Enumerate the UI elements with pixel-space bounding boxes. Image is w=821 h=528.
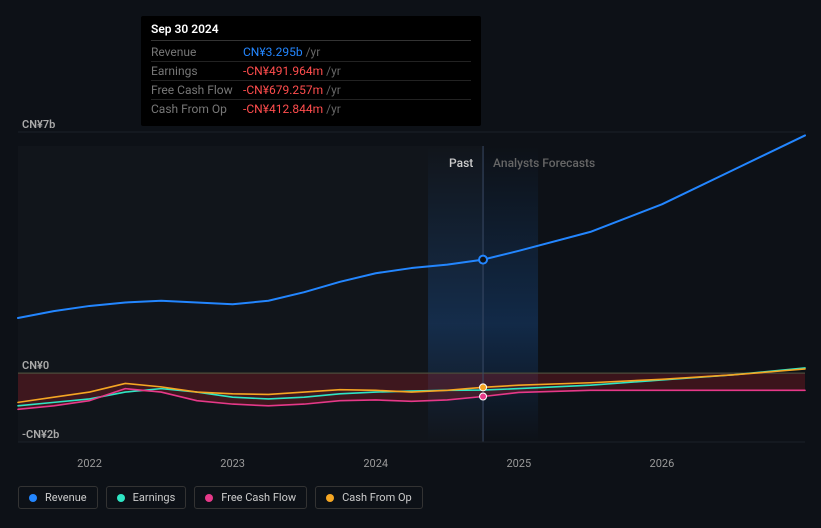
series-marker-free-cash-flow	[480, 393, 487, 400]
legend-item-label: Cash From Op	[342, 491, 412, 504]
y-tick-label: CN¥7b	[22, 118, 55, 131]
tooltip-row-value: -CN¥491.964m	[243, 64, 323, 78]
y-tick-label: -CN¥2b	[22, 428, 59, 441]
financial-chart: CN¥7b CN¥0 -CN¥2b 2022 2023 2024 2025 2026 Pas…	[0, 0, 821, 524]
series-marker-cash-from-op	[480, 384, 487, 391]
tooltip-date: Sep 30 2024	[151, 22, 471, 41]
tooltip-row-label: Free Cash Flow	[151, 83, 243, 97]
legend-dot-icon	[326, 494, 334, 502]
hover-tooltip: Sep 30 2024 RevenueCN¥3.295b/yrEarnings-…	[141, 16, 481, 126]
tooltip-row-label: Revenue	[151, 45, 243, 59]
tooltip-row: Free Cash Flow-CN¥679.257m/yr	[151, 81, 471, 100]
x-tick-label: 2022	[77, 457, 102, 470]
tooltip-row-value: -CN¥679.257m	[243, 83, 323, 97]
tooltip-row-unit: /yr	[326, 102, 341, 116]
tooltip-row-label: Cash From Op	[151, 102, 243, 116]
chart-legend: Revenue Earnings Free Cash Flow Cash From O…	[18, 486, 423, 509]
x-tick-label: 2025	[506, 457, 531, 470]
legend-item-revenue[interactable]: Revenue	[18, 486, 98, 509]
tooltip-row-value: -CN¥412.844m	[243, 102, 323, 116]
tooltip-row-unit: /yr	[326, 64, 341, 78]
legend-dot-icon	[205, 494, 213, 502]
legend-dot-icon	[29, 494, 37, 502]
x-tick-label: 2024	[363, 457, 388, 470]
series-marker-revenue	[479, 256, 487, 264]
legend-item-cash-from-op[interactable]: Cash From Op	[315, 486, 423, 509]
legend-dot-icon	[117, 494, 125, 502]
y-tick-label: CN¥0	[22, 359, 49, 372]
tooltip-row-value: CN¥3.295b	[243, 45, 303, 59]
forecast-region-label: Analysts Forecasts	[493, 156, 595, 170]
legend-item-label: Free Cash Flow	[221, 491, 296, 504]
x-tick-label: 2026	[650, 457, 675, 470]
x-tick-label: 2023	[220, 457, 245, 470]
legend-item-free-cash-flow[interactable]: Free Cash Flow	[194, 486, 307, 509]
tooltip-row-unit: /yr	[306, 45, 321, 59]
tooltip-row: Cash From Op-CN¥412.844m/yr	[151, 100, 471, 118]
tooltip-row-label: Earnings	[151, 64, 243, 78]
legend-item-label: Revenue	[45, 491, 87, 504]
tooltip-row: Earnings-CN¥491.964m/yr	[151, 62, 471, 81]
past-region-label: Past	[449, 156, 473, 170]
tooltip-row: RevenueCN¥3.295b/yr	[151, 43, 471, 62]
legend-item-earnings[interactable]: Earnings	[106, 486, 187, 509]
tooltip-row-unit: /yr	[326, 83, 341, 97]
legend-item-label: Earnings	[133, 491, 176, 504]
